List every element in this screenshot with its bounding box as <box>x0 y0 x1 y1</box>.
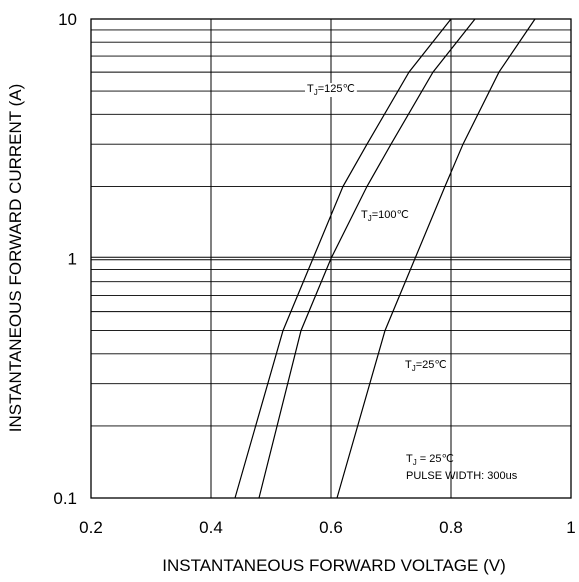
curve-label-100: TJ=100℃ <box>361 209 409 223</box>
x-tick-label: 0.2 <box>79 518 103 537</box>
y-axis-label: INSTANTANEOUS FORWARD CURRENT (A) <box>6 84 25 433</box>
curve-label-25: TJ=25℃ <box>405 359 447 373</box>
x-tick-label: 0.6 <box>319 518 343 537</box>
x-tick-labels: 0.2 0.4 0.6 0.8 1 <box>79 518 576 537</box>
curve-0 <box>234 18 452 499</box>
curve-label-100-bg <box>359 209 411 223</box>
condition-note-pulse: PULSE WIDTH: 300us <box>406 470 518 482</box>
y-tick-label: 10 <box>58 10 77 29</box>
curves <box>234 18 536 499</box>
curve-label-25-bg <box>403 359 449 373</box>
curve-1 <box>258 18 476 499</box>
x-tick-label: 0.8 <box>439 518 463 537</box>
x-tick-label: 1 <box>566 518 575 537</box>
x-tick-label: 0.4 <box>199 518 223 537</box>
y-tick-label: 1 <box>68 250 77 269</box>
plot-frame <box>90 18 572 499</box>
curve-2 <box>336 18 536 499</box>
condition-note-tj: TJ = 25℃ <box>406 453 454 467</box>
x-axis-label: INSTANTANEOUS FORWARD VOLTAGE (V) <box>162 556 506 575</box>
y-tick-label: 0.1 <box>53 489 77 508</box>
y-tick-labels: 0.1 1 10 <box>53 10 77 508</box>
curve-label-125-bg <box>305 83 357 97</box>
curve-label-125: TJ=125℃ <box>307 83 355 97</box>
